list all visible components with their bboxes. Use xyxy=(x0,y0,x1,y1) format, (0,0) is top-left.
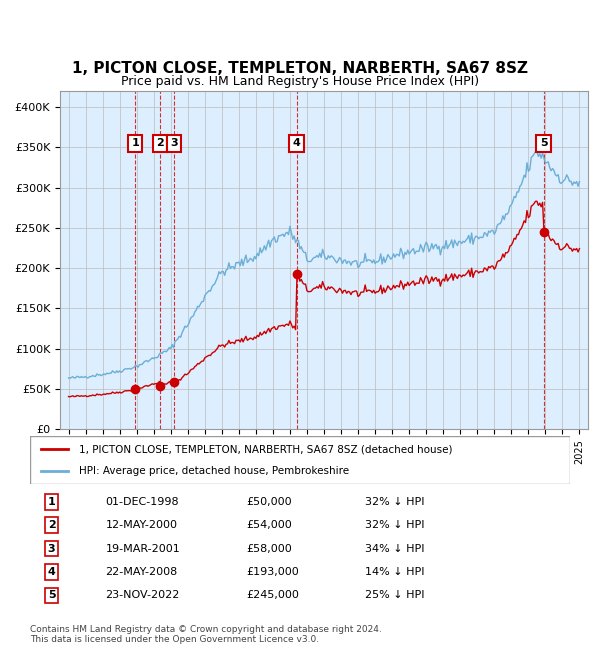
Text: 23-NOV-2022: 23-NOV-2022 xyxy=(106,590,180,601)
Text: 25% ↓ HPI: 25% ↓ HPI xyxy=(365,590,424,601)
Text: 14% ↓ HPI: 14% ↓ HPI xyxy=(365,567,424,577)
Text: 2: 2 xyxy=(48,520,55,530)
Text: HPI: Average price, detached house, Pembrokeshire: HPI: Average price, detached house, Pemb… xyxy=(79,465,349,476)
Text: 1: 1 xyxy=(131,138,139,148)
Text: 1, PICTON CLOSE, TEMPLETON, NARBERTH, SA67 8SZ: 1, PICTON CLOSE, TEMPLETON, NARBERTH, SA… xyxy=(72,60,528,76)
Text: 22-MAY-2008: 22-MAY-2008 xyxy=(106,567,178,577)
Text: 1, PICTON CLOSE, TEMPLETON, NARBERTH, SA67 8SZ (detached house): 1, PICTON CLOSE, TEMPLETON, NARBERTH, SA… xyxy=(79,444,452,454)
Text: £193,000: £193,000 xyxy=(246,567,299,577)
Text: 1: 1 xyxy=(48,497,55,507)
Text: £50,000: £50,000 xyxy=(246,497,292,507)
Text: 12-MAY-2000: 12-MAY-2000 xyxy=(106,520,178,530)
Text: Contains HM Land Registry data © Crown copyright and database right 2024.: Contains HM Land Registry data © Crown c… xyxy=(30,625,382,634)
Text: 01-DEC-1998: 01-DEC-1998 xyxy=(106,497,179,507)
Text: 32% ↓ HPI: 32% ↓ HPI xyxy=(365,520,424,530)
Text: 3: 3 xyxy=(170,138,178,148)
Text: 34% ↓ HPI: 34% ↓ HPI xyxy=(365,543,424,554)
Text: £54,000: £54,000 xyxy=(246,520,292,530)
Text: Price paid vs. HM Land Registry's House Price Index (HPI): Price paid vs. HM Land Registry's House … xyxy=(121,75,479,88)
Text: 4: 4 xyxy=(47,567,56,577)
Text: 19-MAR-2001: 19-MAR-2001 xyxy=(106,543,181,554)
Text: 5: 5 xyxy=(540,138,547,148)
Text: £245,000: £245,000 xyxy=(246,590,299,601)
Text: 2: 2 xyxy=(156,138,164,148)
FancyBboxPatch shape xyxy=(30,436,570,484)
Text: 32% ↓ HPI: 32% ↓ HPI xyxy=(365,497,424,507)
Text: 5: 5 xyxy=(48,590,55,601)
Text: 3: 3 xyxy=(48,543,55,554)
Text: 4: 4 xyxy=(293,138,301,148)
Text: This data is licensed under the Open Government Licence v3.0.: This data is licensed under the Open Gov… xyxy=(30,634,319,644)
Text: £58,000: £58,000 xyxy=(246,543,292,554)
